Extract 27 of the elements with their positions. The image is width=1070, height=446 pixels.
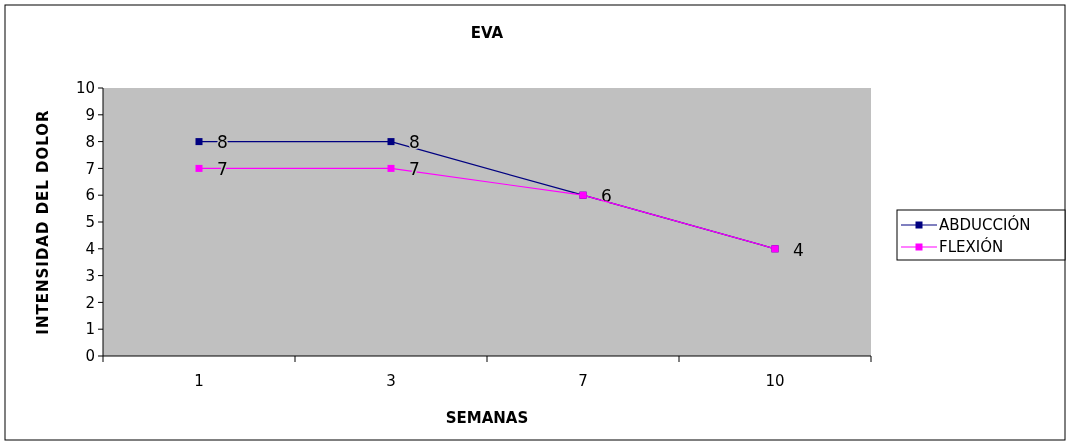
y-tick-label: 4 xyxy=(85,240,95,259)
y-tick-label: 1 xyxy=(85,320,95,339)
chart-title: EVA xyxy=(470,24,504,42)
y-tick-label: 7 xyxy=(85,159,95,178)
point xyxy=(195,164,203,172)
point xyxy=(387,138,395,146)
y-tick-label: 3 xyxy=(85,266,95,285)
y-tick-label: 10 xyxy=(75,79,95,98)
x-tick-label: 7 xyxy=(578,372,588,390)
legend-label: ABDUCCIÓN xyxy=(939,215,1031,235)
y-axis-title: INTENSIDAD DEL DOLOR xyxy=(34,109,52,335)
point xyxy=(387,164,395,172)
y-tick-label: 0 xyxy=(85,347,95,366)
point xyxy=(195,138,203,146)
x-tick-label: 3 xyxy=(386,372,396,390)
x-tick-label: 10 xyxy=(765,372,785,390)
y-tick-label: 2 xyxy=(85,293,95,312)
data-label: 8 xyxy=(409,132,420,153)
data-label: 4 xyxy=(793,239,804,260)
x-tick-label: 1 xyxy=(194,372,204,390)
data-label: 6 xyxy=(601,186,612,206)
x-axis-title: SEMANAS xyxy=(445,409,529,427)
y-tick-label: 8 xyxy=(85,132,95,151)
y-tick-label: 5 xyxy=(85,213,95,232)
y-tick-label: 9 xyxy=(85,106,95,125)
y-tick-label: 6 xyxy=(85,186,95,205)
legend-label: FLEXIÓN xyxy=(939,237,1004,257)
